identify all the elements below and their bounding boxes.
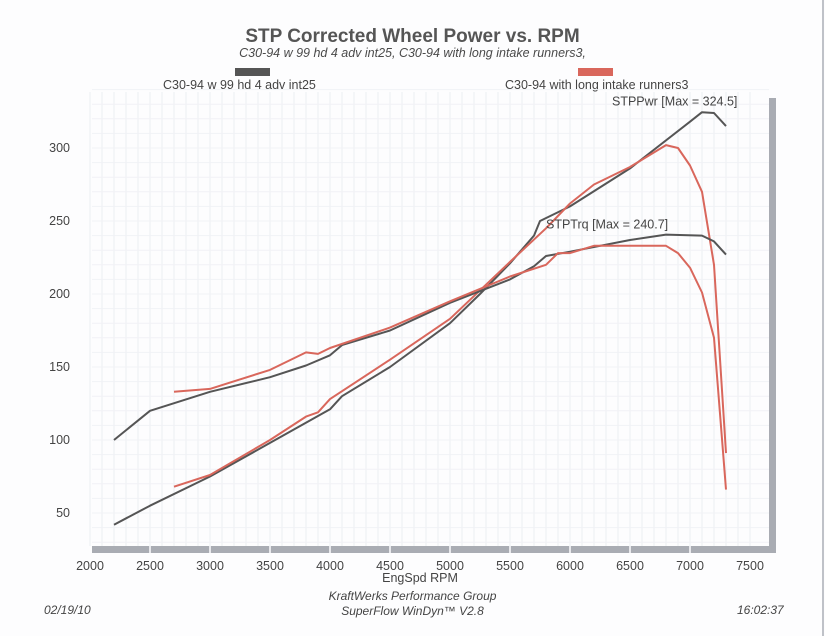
y-tick-label: 50 <box>56 506 70 520</box>
legend-label-series-1: C30-94 w 99 hd 4 adv int25 <box>163 78 316 92</box>
x-tick-label: 7000 <box>676 559 704 573</box>
right-shadow-bar <box>769 98 776 553</box>
legend-swatch-series-1 <box>235 68 270 76</box>
x-tick-label: 7500 <box>736 559 764 573</box>
x-tick-label: 5500 <box>496 559 524 573</box>
x-tick-label: 3500 <box>256 559 284 573</box>
x-tick-label: 4500 <box>376 559 404 573</box>
y-tick-label: 250 <box>49 214 70 228</box>
x-axis-label: EngSpd RPM <box>382 571 458 585</box>
footer-date: 02/19/10 <box>44 603 91 617</box>
chart-subtitle: C30-94 w 99 hd 4 adv int25, C30-94 with … <box>239 46 586 60</box>
series-line-2 <box>173 144 727 488</box>
footer-time: 16:02:37 <box>737 603 784 617</box>
x-axis-bar <box>92 546 776 553</box>
y-tick-label: 150 <box>49 360 70 374</box>
chart-title: STP Corrected Wheel Power vs. RPM <box>245 26 580 47</box>
y-tick-label: 200 <box>49 287 70 301</box>
x-tick-label: 6000 <box>556 559 584 573</box>
x-tick-label: 2500 <box>136 559 164 573</box>
annotation-torque-max: STPTrq [Max = 240.7] <box>546 217 668 231</box>
x-tick-label: 2000 <box>76 559 104 573</box>
y-tick-label: 100 <box>49 433 70 447</box>
series-line-4 <box>173 244 727 490</box>
legend-label-series-2: C30-94 with long intake runners3 <box>505 78 689 92</box>
page-right-border <box>822 0 824 636</box>
x-tick-label: 3000 <box>196 559 224 573</box>
x-tick-label: 5000 <box>436 559 464 573</box>
legend-swatch-series-2 <box>578 68 613 76</box>
footer-company: KraftWerks Performance Group <box>328 589 497 603</box>
annotation-power-max: STPPwr [Max = 324.5] <box>612 95 737 109</box>
y-tick-label: 300 <box>49 141 70 155</box>
grid <box>89 89 769 546</box>
series-line-1 <box>113 111 727 526</box>
footer-software: SuperFlow WinDyn™ V2.8 <box>341 604 484 618</box>
x-tick-label: 4000 <box>316 559 344 573</box>
series-line-3 <box>113 233 727 441</box>
x-tick-label: 6500 <box>616 559 644 573</box>
